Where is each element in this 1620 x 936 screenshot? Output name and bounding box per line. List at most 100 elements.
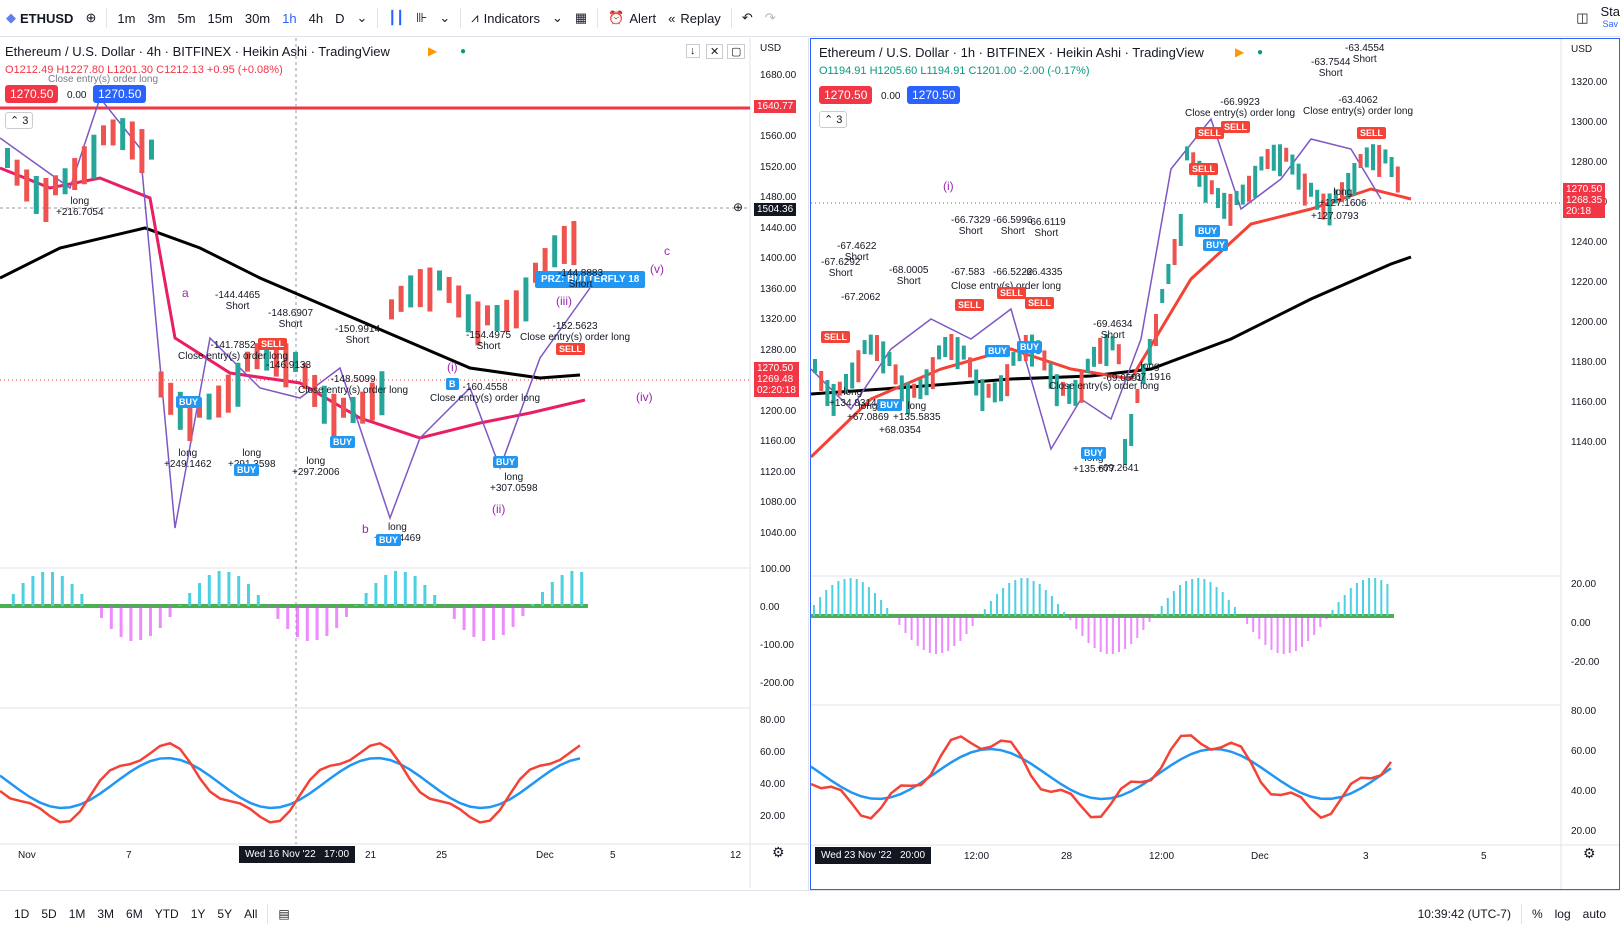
osc-bar xyxy=(1355,583,1358,616)
interval-5m[interactable]: 5m xyxy=(177,10,196,26)
osc-bar xyxy=(1380,580,1383,616)
settings-icon[interactable]: ⚙ xyxy=(772,844,785,860)
range-1m[interactable]: 1M xyxy=(68,906,86,921)
interval-d[interactable]: D xyxy=(335,10,345,26)
log-toggle[interactable]: log xyxy=(1554,906,1571,921)
compare-icon[interactable]: ⊕ xyxy=(85,10,97,25)
axis-tick-label: 1360.00 xyxy=(760,283,797,295)
candle xyxy=(1278,144,1282,177)
settings-icon[interactable]: ⚙ xyxy=(1583,845,1596,861)
range-3m[interactable]: 3M xyxy=(97,906,115,921)
candle xyxy=(837,381,842,396)
symbol-search[interactable]: ◆ ETHUSD xyxy=(0,0,79,36)
range-6m[interactable]: 6M xyxy=(126,906,143,921)
close-icon[interactable]: ✕ xyxy=(706,44,724,59)
divider xyxy=(597,8,599,28)
replay-label: Replay xyxy=(680,10,721,26)
ask-button[interactable]: 1270.50 xyxy=(907,86,961,104)
auto-toggle[interactable]: auto xyxy=(1582,906,1606,921)
candle xyxy=(1048,362,1053,389)
wave-i: (i) xyxy=(447,360,458,374)
range-5d[interactable]: 5D xyxy=(41,906,57,921)
ma-200-line xyxy=(0,226,581,380)
interval-1m[interactable]: 1m xyxy=(117,10,136,26)
chevron-down-icon[interactable]: ⌄ xyxy=(356,10,368,25)
osc-bar xyxy=(910,616,913,640)
interval-15m[interactable]: 15m xyxy=(207,10,233,26)
collapse-chip[interactable]: ⌃ 3 xyxy=(5,112,34,129)
layouts-icon[interactable]: ▦ xyxy=(574,10,588,25)
candle xyxy=(856,350,861,383)
candle xyxy=(81,146,87,185)
save-area[interactable]: Sta Sav xyxy=(1594,0,1620,36)
range-1y[interactable]: 1Y xyxy=(190,906,206,921)
candle-style-icon[interactable]: ⊪ xyxy=(416,10,428,25)
axis-tick-label: 1200.00 xyxy=(1571,317,1608,328)
interval-30m[interactable]: 30m xyxy=(244,10,271,26)
left-chart-pane[interactable]: Ethereum / U.S. Dollar · 4h · BITFINEX ·… xyxy=(0,38,809,890)
maximize-icon[interactable]: ▢ xyxy=(727,44,746,59)
last-price-1: 1270.50 xyxy=(757,363,794,374)
indicators-button[interactable]: ⩘ Indicators xyxy=(465,0,546,36)
ask-button[interactable]: 1270.50 xyxy=(93,85,147,103)
trade-annotation: long +249.1462 xyxy=(164,448,212,470)
chevron-down-icon[interactable]: ⌄ xyxy=(439,10,451,25)
axis-tick-label: 1180.00 xyxy=(1571,357,1607,368)
candle xyxy=(912,383,917,398)
alert-button[interactable]: ⏰ Alert xyxy=(602,0,662,36)
flag-icon[interactable]: ▶ xyxy=(428,44,438,58)
candle xyxy=(177,391,183,430)
osc-bar xyxy=(472,606,476,637)
clock-display[interactable]: 10:39:42 (UTC-7) xyxy=(1417,906,1511,921)
spread-value: 0.00 xyxy=(67,90,87,101)
range-ytd[interactable]: YTD xyxy=(154,906,179,921)
osc-bar xyxy=(849,578,852,616)
trade-annotation: -144.4465 Short xyxy=(215,290,261,312)
collapse-chip[interactable]: ⌃ 3 xyxy=(819,111,848,128)
osc-bar xyxy=(1166,598,1169,616)
osc-bar xyxy=(1093,616,1096,648)
candle xyxy=(302,363,308,390)
scroll-left-icon[interactable]: ↓ xyxy=(686,44,700,58)
osc-bar xyxy=(1026,578,1029,616)
status-dot-icon: ● xyxy=(460,46,467,57)
interval-1h[interactable]: 1h xyxy=(282,10,297,26)
panel-icon[interactable]: ◫ xyxy=(1576,10,1589,25)
buy-signal-tag: BUY xyxy=(234,464,260,476)
candle xyxy=(293,351,298,372)
add-icon[interactable]: ⊕ xyxy=(733,200,744,214)
interval-4h[interactable]: 4h xyxy=(308,10,324,26)
right-chart-pane[interactable]: Ethereum / U.S. Dollar · 1h · BITFINEX ·… xyxy=(810,38,1620,890)
chevron-down-icon[interactable]: ⌄ xyxy=(551,10,563,25)
sell-signal-tag: SELL xyxy=(556,343,586,355)
sell-signal-tag: SELL xyxy=(1221,121,1251,133)
osc-bar xyxy=(560,575,564,606)
osc-bar xyxy=(922,616,925,650)
interval-3m[interactable]: 3m xyxy=(147,10,166,26)
bid-button[interactable]: 1270.50 xyxy=(5,85,59,103)
undo-icon[interactable]: ↶ xyxy=(741,10,753,25)
candle xyxy=(906,382,910,415)
range-5y[interactable]: 5Y xyxy=(217,906,233,921)
osc-bar xyxy=(178,605,182,606)
replay-button[interactable]: « Replay xyxy=(662,0,727,36)
candle xyxy=(120,118,126,151)
bid-button[interactable]: 1270.50 xyxy=(819,86,873,104)
osc-bar xyxy=(296,606,299,637)
flag-icon[interactable]: ▶ xyxy=(1235,45,1245,59)
bar-style-icon[interactable]: ┃┃ xyxy=(388,10,405,25)
sell-signal-tag: SELL xyxy=(1357,127,1387,139)
rewind-icon: « xyxy=(668,10,676,26)
range-1d[interactable]: 1D xyxy=(14,906,30,921)
time-tick-label: 28 xyxy=(1061,851,1073,862)
time-tick-label: 3 xyxy=(1363,851,1369,862)
redo-icon[interactable]: ↷ xyxy=(764,10,776,25)
osc-bar xyxy=(41,572,45,606)
axis-tick-label: 1160.00 xyxy=(1571,397,1607,408)
calendar-icon[interactable]: ▤ xyxy=(278,906,290,921)
osc-bar xyxy=(70,584,74,606)
candle xyxy=(1333,189,1338,204)
candle xyxy=(350,396,356,423)
percent-toggle[interactable]: % xyxy=(1531,906,1543,921)
range-all[interactable]: All xyxy=(244,906,258,921)
